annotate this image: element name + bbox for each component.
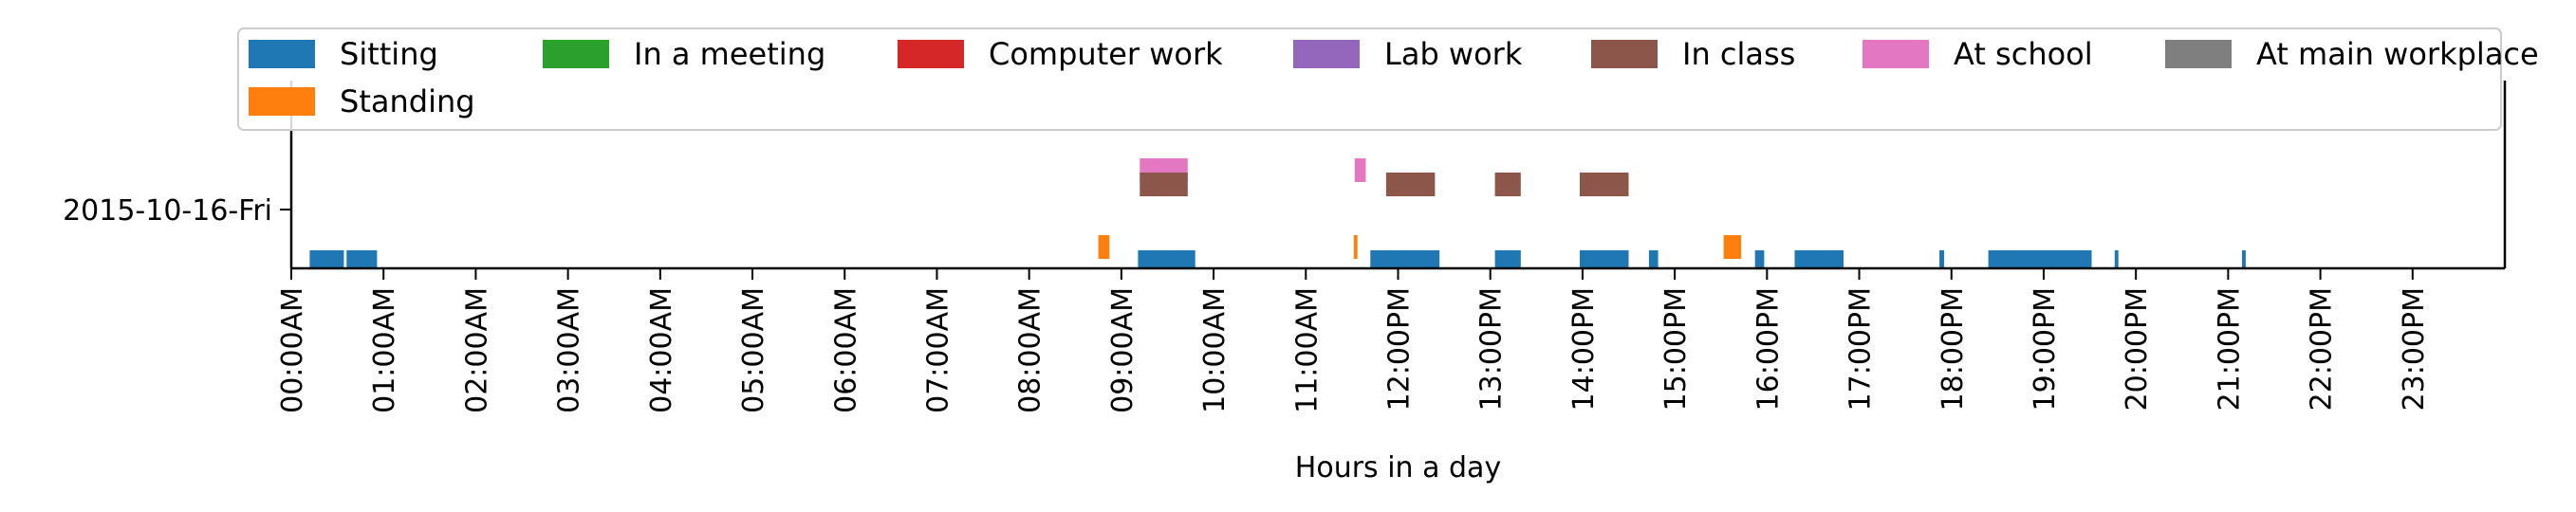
x-tick-label-16: 16:00PM [1751, 287, 1785, 411]
x-tick-label-18: 18:00PM [1937, 287, 1970, 411]
x-tick-label-3: 03:00AM [553, 287, 586, 413]
legend-swatch-at-school [1863, 40, 1929, 68]
bar-in-class-3 [1580, 173, 1629, 196]
bar-at-school-1 [1354, 158, 1366, 182]
legend-label-in-a-meeting: In a meeting [634, 36, 825, 72]
x-tick-label-8: 08:00AM [1014, 287, 1047, 413]
legend-swatch-standing [249, 87, 315, 116]
x-tick-label-4: 04:00AM [645, 287, 678, 413]
bar-sitting-12 [2242, 250, 2246, 268]
x-tick-label-2: 02:00AM [460, 287, 493, 413]
bar-sitting-1 [346, 250, 378, 268]
bar-standing-1 [1353, 235, 1358, 259]
x-tick-label-11: 11:00AM [1290, 287, 1324, 413]
legend-swatch-at-main-workplace [2165, 40, 2232, 68]
x-tick-label-9: 09:00AM [1106, 287, 1140, 413]
bar-in-class-2 [1494, 173, 1521, 196]
bars-layer [309, 158, 2246, 268]
legend-label-in-class: In class [1682, 36, 1795, 72]
legend-label-at-main-workplace: At main workplace [2256, 36, 2539, 72]
x-tick-label-23: 23:00PM [2398, 287, 2431, 411]
bar-sitting-9 [1939, 250, 1944, 268]
bar-sitting-10 [1988, 250, 2092, 268]
bar-standing-2 [1723, 235, 1742, 259]
x-tick-label-12: 12:00PM [1383, 287, 1417, 411]
x-axis-title: Hours in a day [1295, 451, 1501, 485]
legend-label-lab-work: Lab work [1384, 36, 1523, 72]
legend-label-standing: Standing [340, 83, 475, 119]
legend-swatch-computer-work [898, 40, 964, 68]
x-tick-label-14: 14:00PM [1567, 287, 1601, 411]
x-tick-label-19: 19:00PM [2029, 287, 2062, 411]
x-tick-label-17: 17:00PM [1844, 287, 1878, 411]
axes-layer: 00:00AM 01:00AM 02:00AM 03:00AM 04:00AM 05:00… [63, 81, 2507, 485]
bar-sitting-5 [1580, 250, 1629, 268]
bar-standing-0 [1098, 235, 1110, 259]
bar-in-class-1 [1385, 173, 1436, 196]
bar-sitting-11 [2114, 250, 2119, 268]
legend-swatch-in-class [1591, 40, 1658, 68]
bar-sitting-7 [1754, 250, 1765, 268]
legend-swatch-sitting [249, 40, 315, 68]
x-tick-label-15: 15:00PM [1659, 287, 1693, 411]
bar-sitting-8 [1794, 250, 1844, 268]
bar-in-class-0 [1140, 173, 1188, 196]
x-tick-label-21: 21:00PM [2213, 287, 2246, 411]
y-tick-label-0: 2015-10-16-Fri [63, 194, 272, 228]
x-tick-label-10: 10:00AM [1198, 287, 1232, 413]
x-tick-label-22: 22:00PM [2306, 287, 2339, 411]
bar-sitting-4 [1494, 250, 1521, 268]
x-tick-label-20: 20:00PM [2121, 287, 2154, 411]
x-tick-label-7: 07:00AM [921, 287, 954, 413]
legend-swatch-in-a-meeting [543, 40, 609, 68]
legend-swatch-lab-work [1293, 40, 1360, 68]
bar-sitting-3 [1370, 250, 1440, 268]
legend-label-computer-work: Computer work [989, 36, 1223, 72]
legend-label-at-school: At school [1954, 36, 2093, 72]
x-tick-label-1: 01:00AM [368, 287, 401, 413]
x-tick-label-0: 00:00AM [276, 287, 309, 413]
bar-sitting-0 [309, 250, 344, 268]
legend: Sitting In a meeting Computer work Lab work… [237, 27, 2539, 131]
x-tick-label-6: 06:00AM [829, 287, 862, 413]
bar-sitting-6 [1648, 250, 1659, 268]
bar-sitting-2 [1138, 250, 1195, 268]
legend-frame [237, 27, 2502, 131]
x-tick-label-5: 05:00AM [737, 287, 770, 413]
legend-label-sitting: Sitting [340, 36, 438, 72]
x-tick-label-13: 13:00PM [1475, 287, 1509, 411]
